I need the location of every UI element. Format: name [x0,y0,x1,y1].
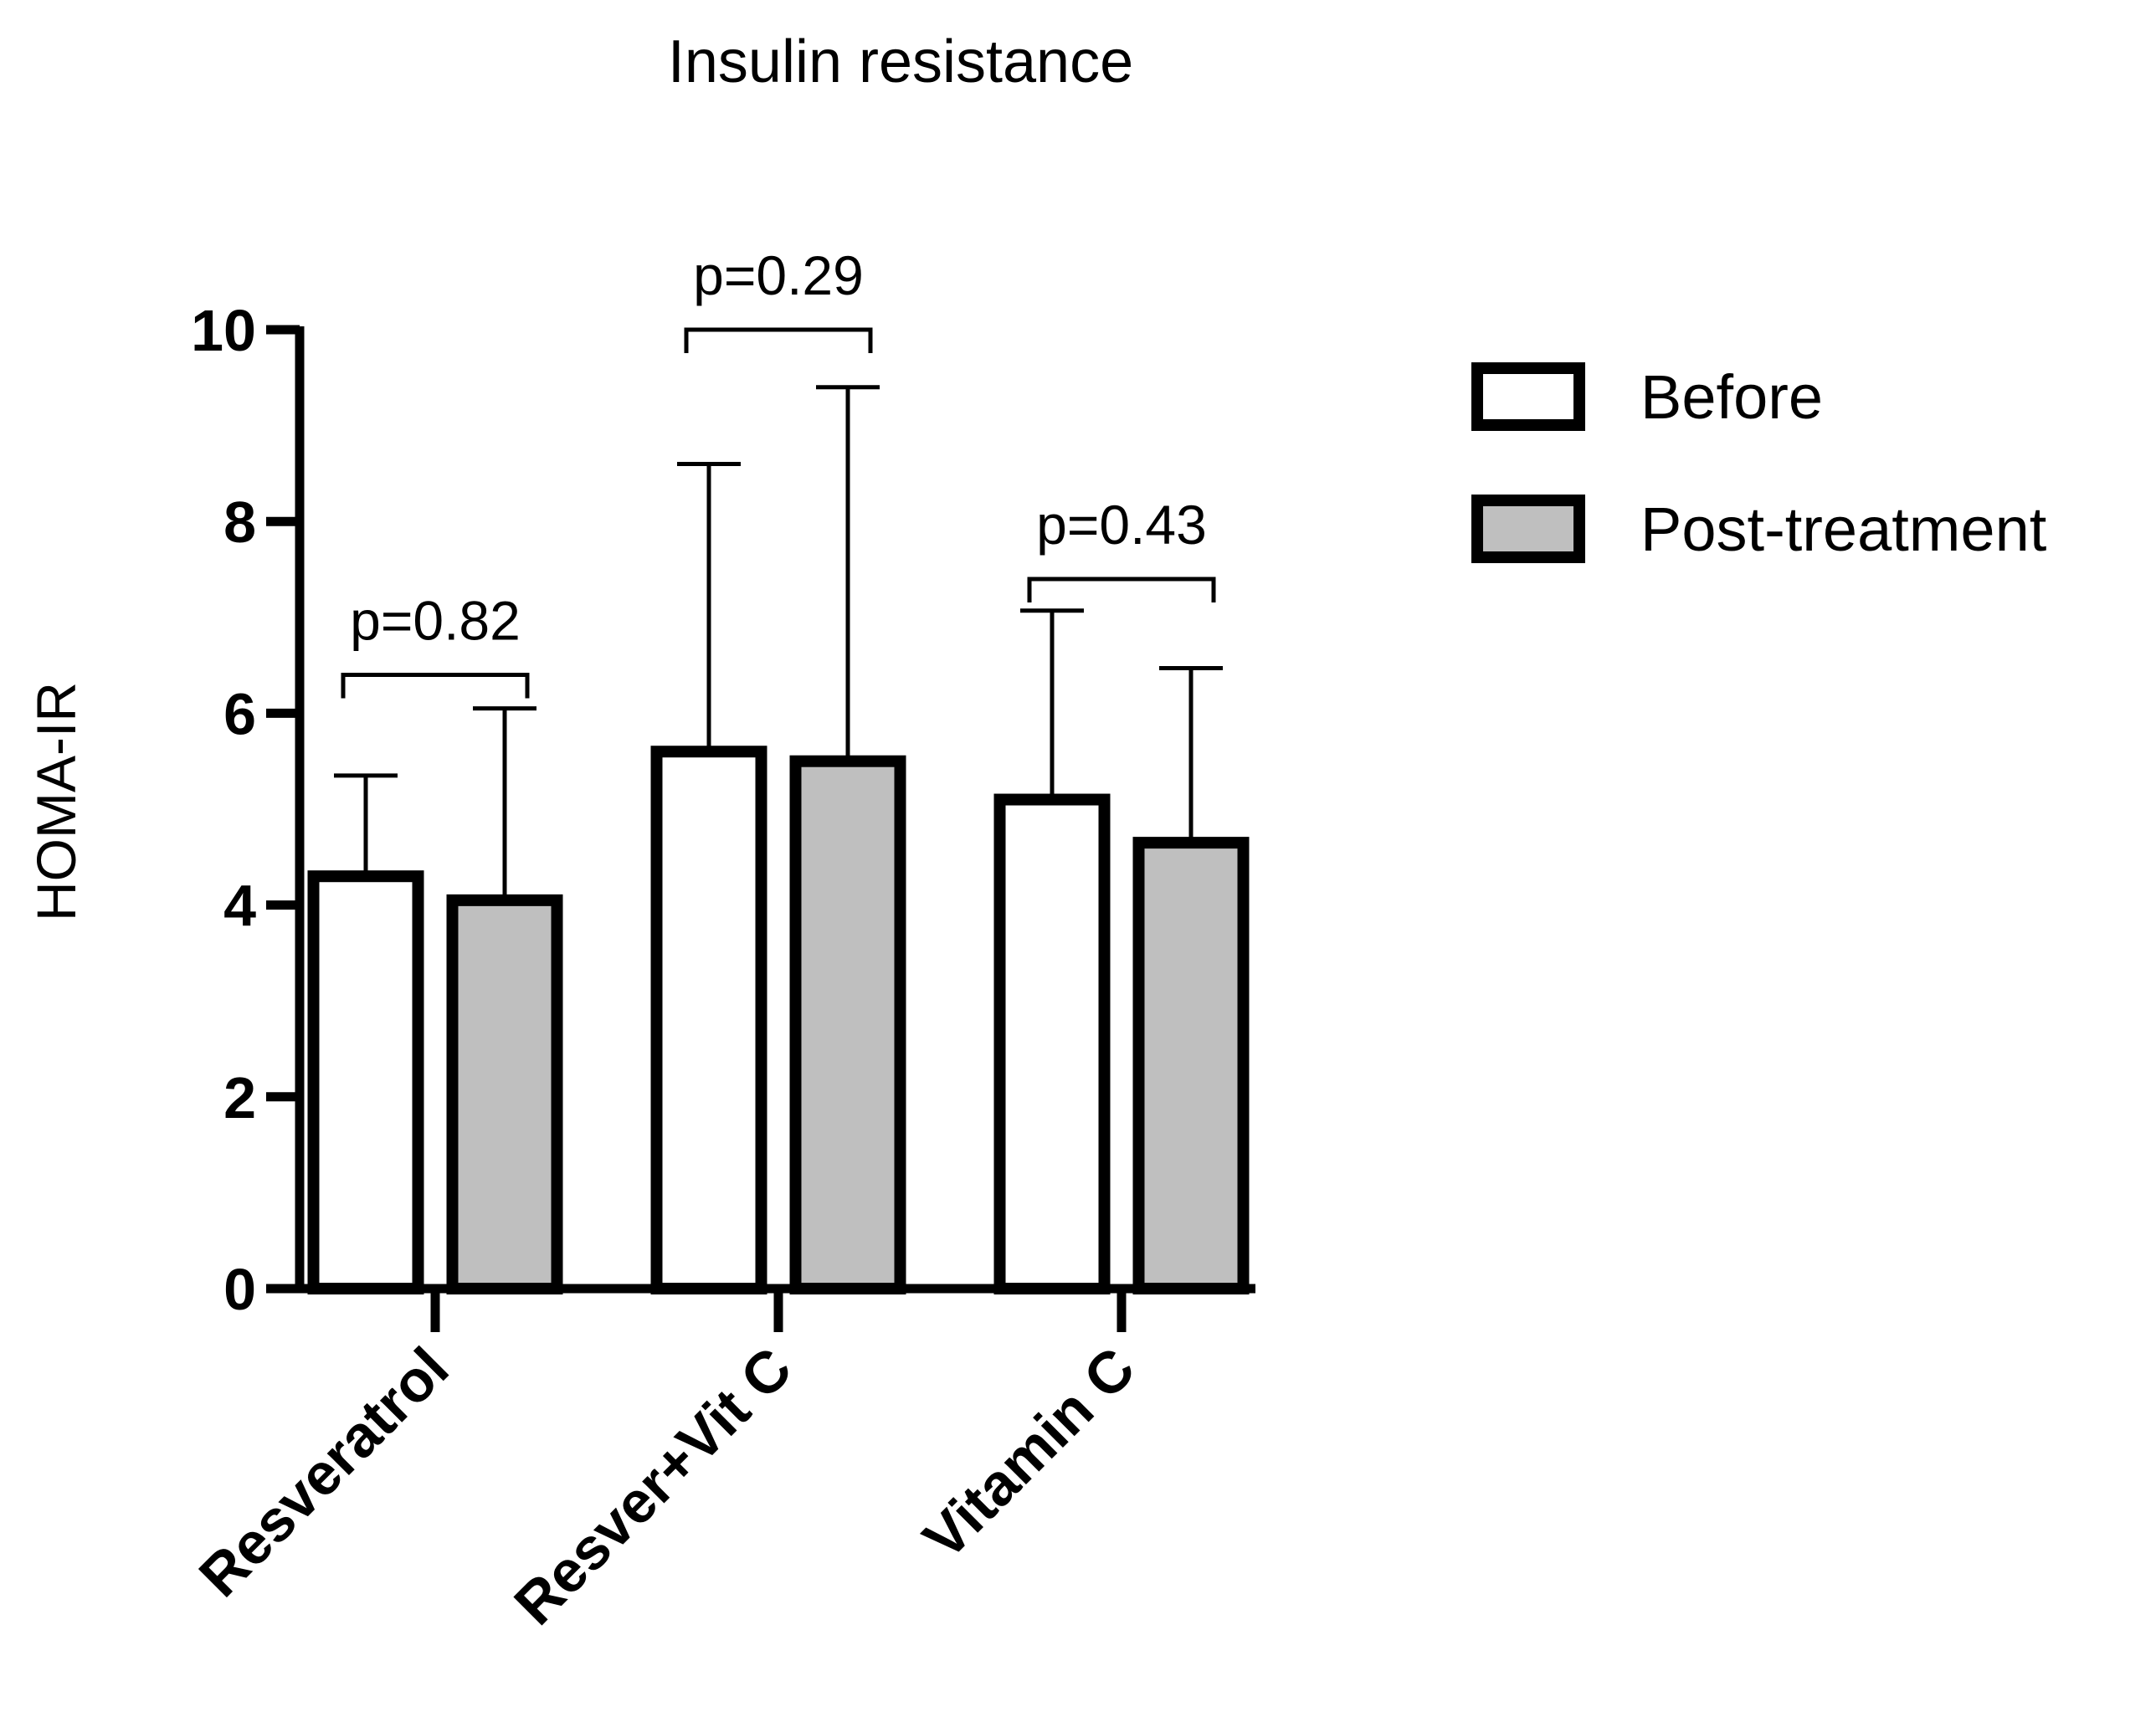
significance-bracket [684,327,873,353]
x-tick-label: Vitamin C [911,1335,1147,1571]
y-tick-label: 0 [223,1257,256,1322]
chart-title: Insulin resistance [668,28,1133,95]
significance-bracket [1027,577,1216,602]
bar [307,870,424,1294]
y-tick-label: 6 [223,681,256,746]
bars [307,746,1250,1294]
y-tick-label: 4 [223,874,256,939]
legend-label: Before [1640,362,1823,432]
bar [650,746,767,1294]
p-value-label: p=0.82 [350,590,521,652]
legend-swatch [1471,495,1585,563]
x-tick-label: Resver+Vit C [502,1335,804,1637]
x-tick-label: Resveratrol [187,1335,461,1609]
bar [789,755,906,1294]
significance-bracket [341,673,530,699]
y-tick-label: 8 [223,490,256,555]
legend-swatch [1471,362,1585,431]
legend: Before Post-treatment [1471,362,2047,564]
bar [446,894,563,1294]
p-value-label: p=0.43 [1036,494,1207,556]
y-tick-label: 10 [191,298,256,363]
y-axis-label: HOMA-IR [25,682,87,921]
p-value-annotations: p=0.82 p=0.29 p=0.43 [341,244,1216,699]
legend-label: Post-treatment [1640,495,2047,564]
bar [1132,837,1250,1294]
p-value-label: p=0.29 [693,244,864,306]
y-tick-label: 2 [223,1065,256,1130]
x-axis: Resveratrol Resver+Vit C Vitamin C [187,1284,1255,1637]
error-bars [334,385,1223,900]
bar [993,793,1111,1294]
y-axis: 0 2 4 6 8 10 [191,298,305,1322]
